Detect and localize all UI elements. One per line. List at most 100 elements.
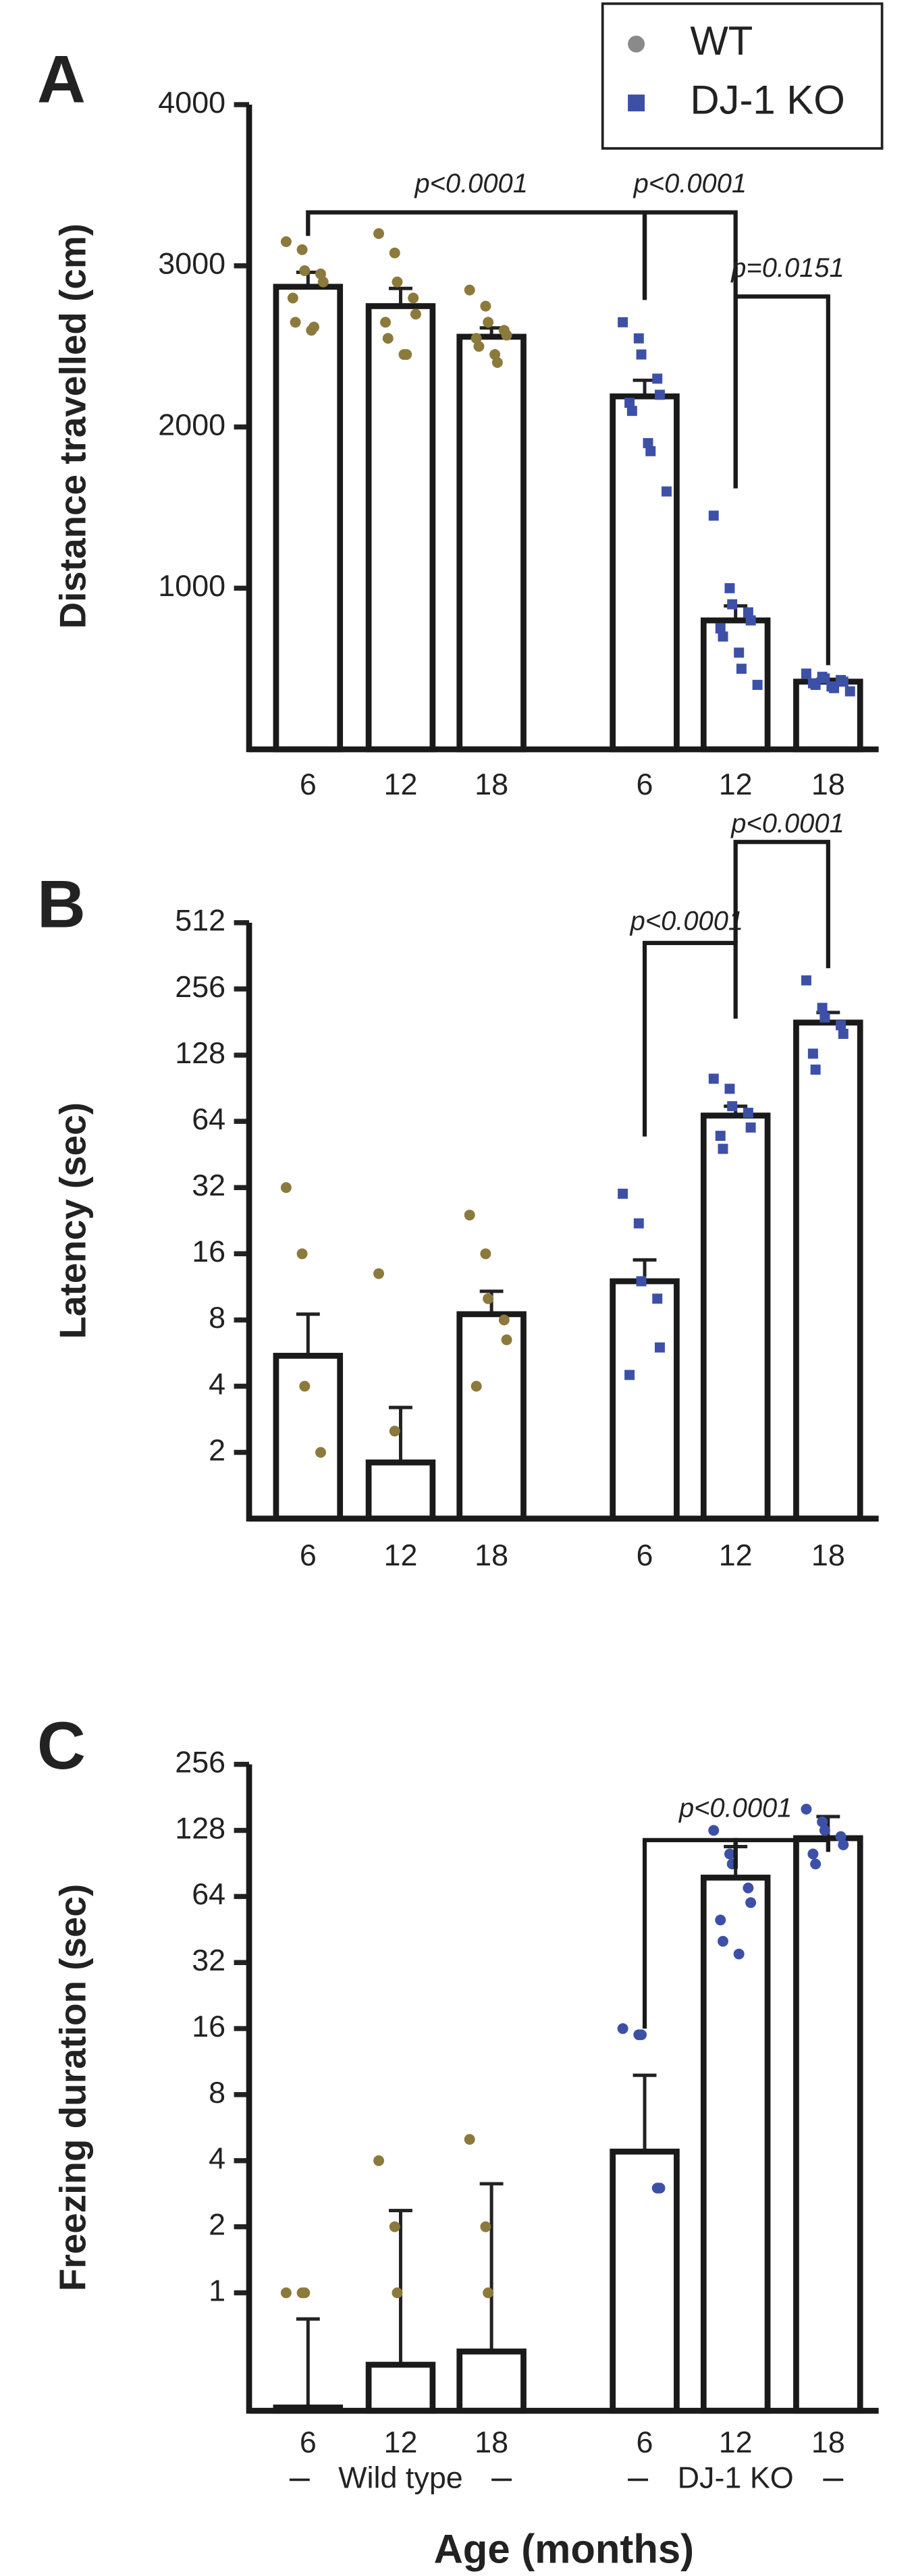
data-point	[836, 1020, 846, 1031]
panel-letter: A	[37, 42, 86, 117]
data-point	[471, 1380, 482, 1392]
data-point	[718, 631, 728, 642]
y-tick-label: 8	[209, 1300, 225, 1335]
data-point	[280, 236, 292, 247]
data-point	[819, 673, 830, 684]
y-tick-label: 64	[192, 1877, 225, 1911]
data-point	[280, 1182, 292, 1193]
x-tick-label: 18	[475, 2425, 508, 2459]
data-point	[480, 2221, 491, 2232]
data-point	[801, 1804, 812, 1815]
data-point	[715, 1131, 726, 1142]
data-point	[626, 406, 637, 417]
data-point	[652, 1293, 663, 1304]
significance-bracket	[733, 1837, 830, 1869]
y-tick-label: 128	[175, 1036, 225, 1070]
data-point	[491, 357, 503, 369]
data-point	[817, 1002, 828, 1013]
data-point	[652, 373, 663, 384]
data-point	[810, 1065, 821, 1075]
data-point	[829, 682, 840, 693]
x-tick-label: 18	[475, 767, 508, 801]
data-point	[308, 321, 320, 333]
data-point	[727, 599, 738, 610]
y-axis-title: Distance travelled (cm)	[52, 223, 94, 628]
bar	[456, 333, 527, 753]
x-tick-label: 12	[719, 1538, 753, 1572]
y-tick-label: 512	[175, 903, 225, 938]
bar	[273, 284, 344, 753]
data-point	[382, 333, 394, 344]
panel-letter: B	[37, 867, 86, 942]
bar	[610, 2148, 680, 2414]
x-tick-label: 18	[811, 1538, 845, 1572]
data-point	[838, 1029, 849, 1039]
legend-box	[601, 2, 884, 150]
data-point	[315, 1447, 327, 1458]
x-tick-label: 6	[300, 2425, 317, 2459]
data-point	[501, 329, 512, 341]
data-point	[708, 1825, 720, 1836]
significance-bracket	[733, 840, 830, 969]
data-point	[654, 1342, 665, 1353]
x-tick-label: 12	[384, 767, 418, 801]
data-point	[373, 2155, 385, 2166]
data-point	[373, 1268, 385, 1279]
data-point	[715, 623, 726, 634]
data-point	[743, 607, 753, 618]
bar	[365, 1459, 436, 1522]
data-point	[280, 2287, 292, 2299]
significance-bracket	[642, 210, 738, 489]
data-point	[654, 2182, 666, 2194]
y-tick-label: 3000	[158, 246, 225, 281]
data-point	[389, 1425, 400, 1437]
data-point	[299, 265, 311, 276]
legend-marker	[628, 35, 645, 53]
data-point	[290, 317, 301, 328]
y-axis-title: Latency (sec)	[52, 1102, 94, 1339]
data-point	[636, 349, 647, 360]
data-point	[389, 247, 400, 259]
x-tick-label: 6	[300, 767, 317, 801]
data-point	[643, 437, 653, 448]
data-point	[483, 317, 494, 328]
bar	[610, 393, 680, 753]
data-point	[389, 2221, 400, 2232]
data-point	[745, 1122, 756, 1133]
data-point	[501, 1334, 512, 1345]
significance-bracket	[306, 210, 647, 300]
y-tick-label: 2	[209, 1432, 225, 1467]
x-axis-title: Age (months)	[434, 2526, 695, 2571]
data-point	[745, 1897, 757, 1908]
data-point	[618, 1188, 628, 1199]
p-value: p<0.0001	[630, 906, 743, 936]
data-point	[287, 292, 298, 304]
y-tick-label: 4	[209, 1366, 225, 1401]
data-point	[464, 2134, 475, 2145]
data-point	[708, 1073, 719, 1084]
data-point	[473, 341, 485, 352]
data-point	[480, 300, 491, 312]
data-point	[838, 676, 849, 687]
y-tick-label: 64	[192, 1102, 225, 1136]
data-point	[724, 1848, 735, 1860]
y-tick-label: 2000	[158, 407, 225, 441]
data-point	[296, 244, 308, 255]
legend-marker	[628, 95, 645, 112]
p-value: p=0.0151	[730, 253, 844, 283]
data-point	[819, 1012, 830, 1023]
p-value: p<0.0001	[633, 169, 747, 198]
p-value: p<0.0001	[678, 1794, 792, 1823]
y-tick-label: 32	[192, 1943, 225, 1977]
x-tick-label: 12	[719, 767, 753, 801]
data-point	[380, 317, 392, 328]
p-value: p<0.0001	[730, 809, 844, 838]
data-point	[724, 583, 735, 593]
significance-bracket	[642, 1837, 738, 2029]
data-point	[745, 615, 756, 626]
group-label: DJ-1 KO	[678, 2460, 794, 2494]
data-point	[624, 1370, 635, 1380]
data-point	[464, 284, 475, 296]
x-tick-label: 18	[811, 767, 845, 801]
data-point	[807, 1848, 819, 1860]
